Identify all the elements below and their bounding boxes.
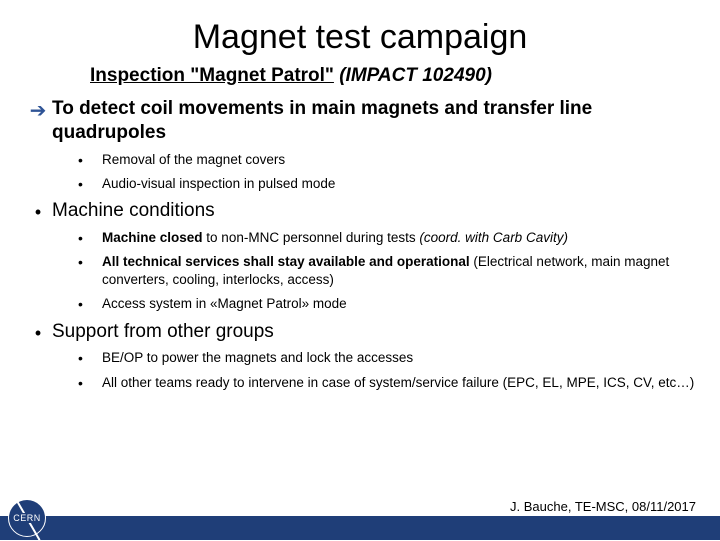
arrow-icon: ➔ [24,97,52,121]
cern-logo-text: CERN [12,513,42,523]
bullet-icon: • [78,229,102,247]
section-detect: ➔ To detect coil movements in main magne… [24,97,700,145]
section2-items: • Machine closed to non-MNC personnel du… [78,229,700,314]
section-heading: To detect coil movements in main magnets… [52,97,700,145]
section-machine-conditions: • Machine conditions [24,199,700,223]
bullet-icon: • [78,295,102,313]
list-item: • BE/OP to power the magnets and lock th… [78,349,700,367]
list-item: • Audio-visual inspection in pulsed mode [78,175,700,193]
cern-logo-icon: CERN [8,499,46,537]
subtitle-underlined: Inspection "Magnet Patrol" [90,65,334,86]
bullet-icon: • [24,199,52,221]
page-title: Magnet test campaign [20,18,700,57]
list-item-text: Machine closed to non-MNC personnel duri… [102,229,568,247]
list-item-text: All other teams ready to intervene in ca… [102,374,694,392]
list-item-text: Access system in «Magnet Patrol» mode [102,295,347,313]
list-item: • Removal of the magnet covers [78,151,700,169]
section-heading: Support from other groups [52,320,274,344]
list-item: • Machine closed to non-MNC personnel du… [78,229,700,247]
list-item: • All other teams ready to intervene in … [78,374,700,392]
bullet-icon: • [78,151,102,169]
subtitle-impact: (IMPACT 102490) [339,65,492,86]
section-support: • Support from other groups [24,320,700,344]
bullet-icon: • [24,320,52,342]
list-item: • All technical services shall stay avai… [78,253,700,289]
list-item-text: All technical services shall stay availa… [102,253,700,289]
footer-text: J. Bauche, TE-MSC, 08/11/2017 [510,499,696,514]
footer: J. Bauche, TE-MSC, 08/11/2017 CERN [0,494,720,540]
section1-items: • Removal of the magnet covers • Audio-v… [78,151,700,193]
list-item-text: BE/OP to power the magnets and lock the … [102,349,413,367]
bullet-icon: • [78,253,102,271]
bullet-icon: • [78,175,102,193]
footer-bar [0,516,720,540]
list-item: • Access system in «Magnet Patrol» mode [78,295,700,313]
slide: Magnet test campaign Inspection "Magnet … [0,0,720,540]
bullet-icon: • [78,374,102,392]
section-heading: Machine conditions [52,199,215,223]
list-item-text: Audio-visual inspection in pulsed mode [102,175,335,193]
subtitle: Inspection "Magnet Patrol" (IMPACT 10249… [90,65,700,87]
bullet-icon: • [78,349,102,367]
list-item-text: Removal of the magnet covers [102,151,285,169]
section3-items: • BE/OP to power the magnets and lock th… [78,349,700,391]
